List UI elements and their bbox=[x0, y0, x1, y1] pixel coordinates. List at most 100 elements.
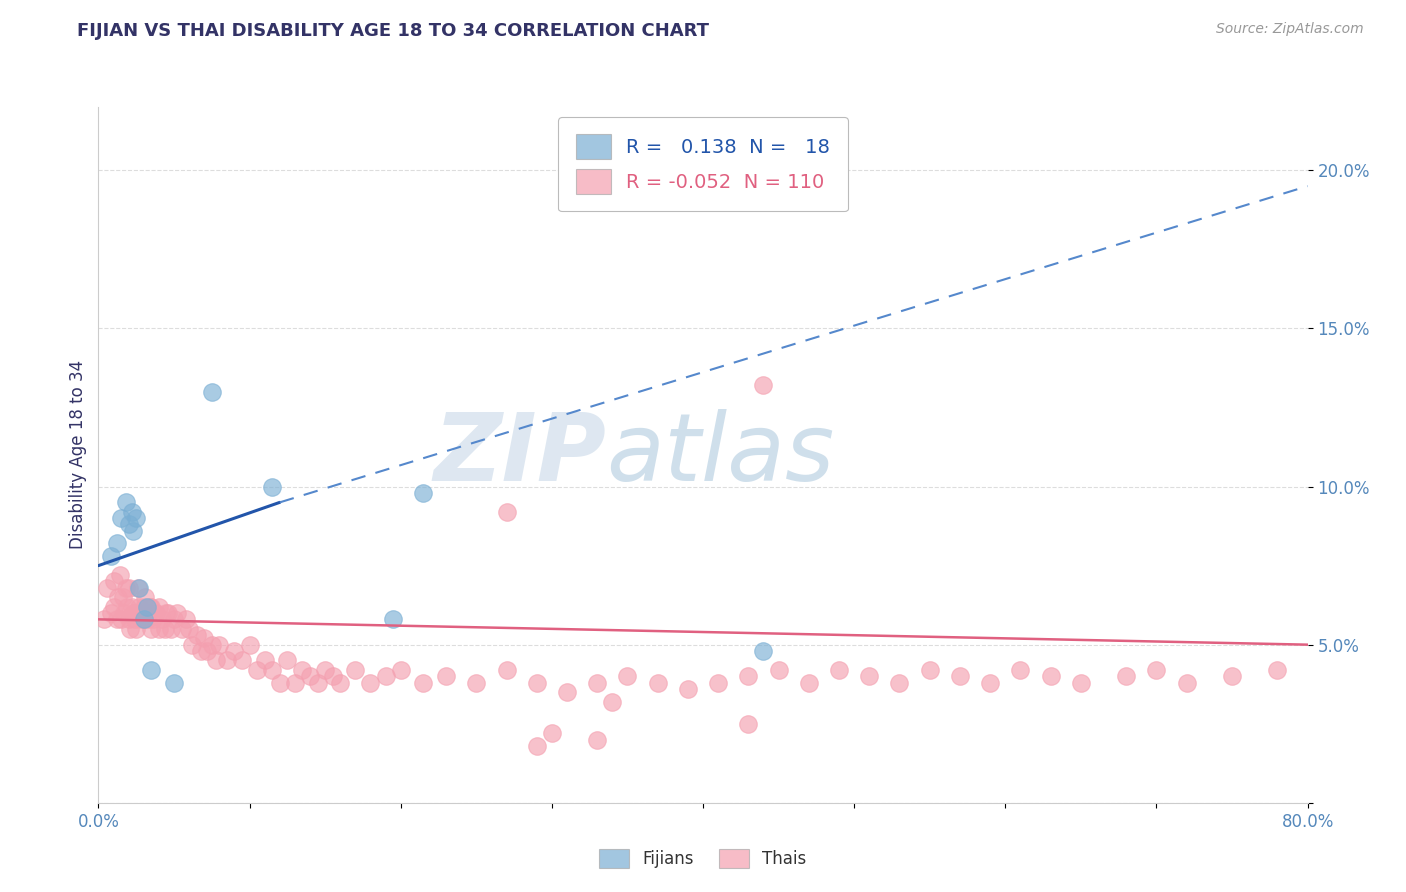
Point bbox=[190, 644, 212, 658]
Point bbox=[93, 612, 115, 626]
Point bbox=[737, 716, 759, 731]
Point bbox=[170, 622, 193, 636]
Point bbox=[262, 663, 284, 677]
Point bbox=[135, 599, 157, 614]
Point bbox=[111, 591, 134, 605]
Point bbox=[141, 622, 163, 636]
Point bbox=[322, 669, 344, 683]
Point bbox=[540, 726, 562, 740]
Point bbox=[105, 612, 128, 626]
Point bbox=[215, 653, 238, 667]
Point bbox=[122, 524, 145, 538]
Point bbox=[96, 581, 118, 595]
Point bbox=[103, 599, 125, 614]
Point bbox=[828, 663, 851, 677]
Point bbox=[201, 638, 224, 652]
Point bbox=[299, 669, 322, 683]
Point bbox=[141, 599, 163, 614]
Point bbox=[105, 536, 128, 550]
Point bbox=[374, 669, 396, 683]
Point bbox=[208, 638, 231, 652]
Point bbox=[918, 663, 941, 677]
Point bbox=[125, 511, 148, 525]
Point bbox=[112, 606, 135, 620]
Point bbox=[307, 675, 329, 690]
Point bbox=[555, 685, 578, 699]
Point bbox=[586, 675, 609, 690]
Point bbox=[153, 622, 176, 636]
Point bbox=[132, 599, 155, 614]
Point bbox=[1010, 663, 1032, 677]
Point bbox=[231, 653, 253, 667]
Point bbox=[103, 574, 125, 589]
Y-axis label: Disability Age 18 to 34: Disability Age 18 to 34 bbox=[69, 360, 87, 549]
Point bbox=[131, 606, 153, 620]
Point bbox=[858, 669, 880, 683]
Point bbox=[1144, 663, 1167, 677]
Point bbox=[495, 505, 517, 519]
Point bbox=[186, 628, 208, 642]
Point bbox=[163, 612, 186, 626]
Point bbox=[155, 606, 177, 620]
Point bbox=[132, 612, 155, 626]
Point bbox=[166, 606, 188, 620]
Point bbox=[412, 675, 434, 690]
Point bbox=[150, 612, 173, 626]
Point bbox=[389, 663, 412, 677]
Point bbox=[100, 549, 122, 563]
Point bbox=[139, 599, 162, 614]
Point bbox=[136, 612, 159, 626]
Point bbox=[586, 732, 609, 747]
Point bbox=[163, 675, 186, 690]
Point bbox=[360, 675, 382, 690]
Point bbox=[129, 612, 152, 626]
Point bbox=[134, 591, 156, 605]
Point bbox=[224, 644, 246, 658]
Point bbox=[239, 638, 262, 652]
Point bbox=[160, 622, 183, 636]
Point bbox=[382, 612, 405, 626]
Point bbox=[526, 739, 548, 753]
Point bbox=[118, 581, 141, 595]
Point bbox=[1039, 669, 1062, 683]
Point bbox=[412, 486, 434, 500]
Text: atlas: atlas bbox=[606, 409, 835, 500]
Point bbox=[1267, 663, 1289, 677]
Legend: R =   0.138  N =   18, R = -0.052  N = 110: R = 0.138 N = 18, R = -0.052 N = 110 bbox=[558, 117, 848, 211]
Point bbox=[707, 675, 730, 690]
Point bbox=[676, 681, 699, 696]
Point bbox=[114, 581, 136, 595]
Point bbox=[752, 644, 775, 658]
Point bbox=[291, 663, 314, 677]
Legend: Fijians, Thais: Fijians, Thais bbox=[592, 842, 814, 875]
Point bbox=[107, 591, 129, 605]
Point bbox=[284, 675, 307, 690]
Point bbox=[1220, 669, 1243, 683]
Point bbox=[195, 644, 218, 658]
Text: Source: ZipAtlas.com: Source: ZipAtlas.com bbox=[1216, 22, 1364, 37]
Point bbox=[752, 378, 775, 392]
Point bbox=[269, 675, 291, 690]
Point bbox=[201, 384, 224, 399]
Point bbox=[128, 599, 150, 614]
Point bbox=[193, 632, 215, 646]
Text: FIJIAN VS THAI DISABILITY AGE 18 TO 34 CORRELATION CHART: FIJIAN VS THAI DISABILITY AGE 18 TO 34 C… bbox=[77, 22, 710, 40]
Point bbox=[121, 599, 143, 614]
Point bbox=[181, 638, 204, 652]
Point bbox=[108, 568, 131, 582]
Point bbox=[135, 606, 157, 620]
Point bbox=[434, 669, 457, 683]
Point bbox=[737, 669, 759, 683]
Point bbox=[495, 663, 517, 677]
Point bbox=[329, 675, 352, 690]
Point bbox=[148, 622, 170, 636]
Point bbox=[128, 581, 150, 595]
Point bbox=[797, 675, 820, 690]
Point bbox=[889, 675, 911, 690]
Point bbox=[314, 663, 336, 677]
Point bbox=[110, 612, 132, 626]
Point bbox=[110, 511, 132, 525]
Point bbox=[125, 622, 148, 636]
Point bbox=[114, 495, 136, 509]
Point bbox=[205, 653, 228, 667]
